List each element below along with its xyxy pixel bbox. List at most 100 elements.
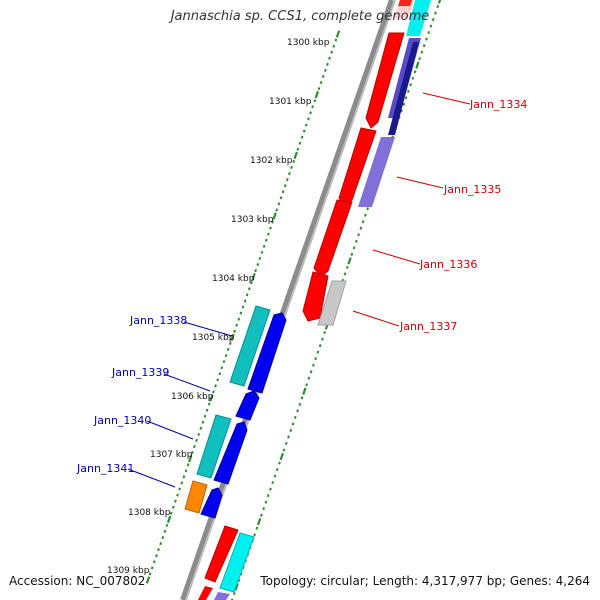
gene-jann-1341-orange: [184, 480, 208, 514]
minor-tick: [411, 76, 415, 80]
minor-tick: [345, 265, 349, 269]
major-tick: [234, 583, 239, 591]
minor-tick: [262, 507, 266, 511]
minor-tick: [255, 526, 259, 530]
kbp-label-1301: 1301 kbp: [269, 97, 312, 107]
minor-tick: [400, 109, 403, 113]
minor-tick: [328, 56, 331, 60]
minor-tick: [239, 311, 243, 315]
gene-top-red: [398, 0, 412, 6]
minor-tick: [321, 74, 325, 79]
minor-tick: [300, 396, 304, 400]
leader-jann-1340: [146, 420, 194, 440]
gene-jann-1336-red: [313, 199, 353, 278]
major-tick: [347, 257, 352, 265]
minor-tick: [214, 384, 217, 388]
minor-tick: [282, 448, 286, 452]
minor-tick: [273, 474, 277, 478]
major-tick: [230, 333, 235, 341]
genome-summary: Topology: circular; Length: 4,317,977 bp…: [260, 574, 590, 588]
minor-tick: [269, 487, 272, 491]
leader-jann-1341: [127, 468, 176, 488]
kbp-label-1302: 1302 kbp: [250, 156, 293, 166]
minor-tick: [178, 487, 182, 491]
minor-tick: [230, 598, 234, 600]
minor-tick: [307, 376, 311, 380]
minor-tick: [317, 87, 321, 91]
minor-tick: [161, 535, 165, 540]
major-tick: [314, 91, 320, 99]
minor-tick: [260, 513, 263, 517]
inner-tick-ring: [145, 30, 341, 584]
minor-tick: [312, 363, 315, 367]
minor-tick: [285, 178, 289, 182]
minor-tick: [314, 357, 318, 361]
minor-tick: [309, 370, 313, 374]
gene-jann-1334-navy: [388, 42, 419, 135]
minor-tick: [305, 383, 308, 387]
minor-tick: [402, 102, 406, 106]
minor-tick: [319, 80, 323, 85]
minor-tick: [266, 494, 270, 498]
minor-tick: [174, 499, 177, 503]
minor-tick: [326, 62, 329, 66]
minor-tick: [422, 44, 426, 48]
minor-tick: [169, 511, 173, 515]
gene-label-jann-1339: Jann_1339: [111, 366, 169, 379]
minor-tick: [290, 165, 293, 170]
minor-tick: [343, 272, 347, 276]
gene-bottom-red-1: [204, 525, 239, 583]
minor-tick: [266, 232, 270, 236]
minor-tick: [152, 560, 156, 564]
gene-bottom-red-2: [198, 586, 213, 600]
minor-tick: [354, 239, 358, 243]
minor-tick: [291, 422, 295, 426]
minor-tick: [307, 117, 310, 121]
minor-tick: [357, 233, 360, 237]
minor-tick: [148, 572, 152, 576]
minor-tick: [323, 331, 327, 335]
major-tick: [256, 518, 262, 526]
leader-jann-1339: [163, 373, 211, 392]
kbp-label-1308: 1308 kbp: [128, 508, 171, 518]
major-tick: [188, 455, 193, 463]
minor-tick: [413, 70, 417, 74]
minor-tick: [207, 402, 211, 406]
minor-tick: [279, 196, 283, 200]
minor-tick: [283, 184, 287, 188]
minor-tick: [271, 481, 275, 485]
kbp-label-1305: 1305 kbp: [192, 333, 235, 343]
gene-label-jann-1337: Jann_1337: [399, 320, 457, 333]
minor-tick: [256, 262, 260, 267]
minor-tick: [171, 505, 175, 509]
minor-tick: [304, 123, 308, 127]
kbp-label-1304: 1304 kbp: [212, 274, 255, 284]
minor-tick: [190, 451, 194, 455]
minor-tick: [195, 438, 198, 443]
gene-jann-1341-blue: [200, 487, 223, 519]
kbp-label-1309: 1309 kbp: [107, 566, 150, 576]
minor-tick: [332, 44, 336, 48]
minor-tick: [298, 402, 302, 406]
gene-jann-1337-red: [302, 271, 329, 322]
minor-tick: [226, 347, 230, 352]
minor-tick: [431, 17, 435, 22]
minor-tick: [186, 463, 190, 467]
gene-label-jann-1334: Jann_1334: [469, 98, 527, 111]
minor-tick: [193, 444, 196, 449]
gene-jann-1337-gray: [317, 280, 347, 326]
minor-tick: [201, 420, 205, 424]
minor-tick: [288, 171, 291, 176]
minor-tick: [228, 341, 232, 345]
minor-tick: [350, 252, 354, 256]
minor-tick: [420, 50, 424, 54]
minor-tick: [281, 190, 285, 194]
minor-tick: [292, 159, 296, 163]
minor-tick: [361, 220, 365, 224]
major-tick: [437, 0, 442, 4]
minor-tick: [275, 208, 279, 212]
minor-tick: [277, 202, 281, 206]
minor-tick: [155, 554, 158, 558]
minor-tick: [298, 141, 302, 145]
minor-tick: [296, 147, 300, 151]
